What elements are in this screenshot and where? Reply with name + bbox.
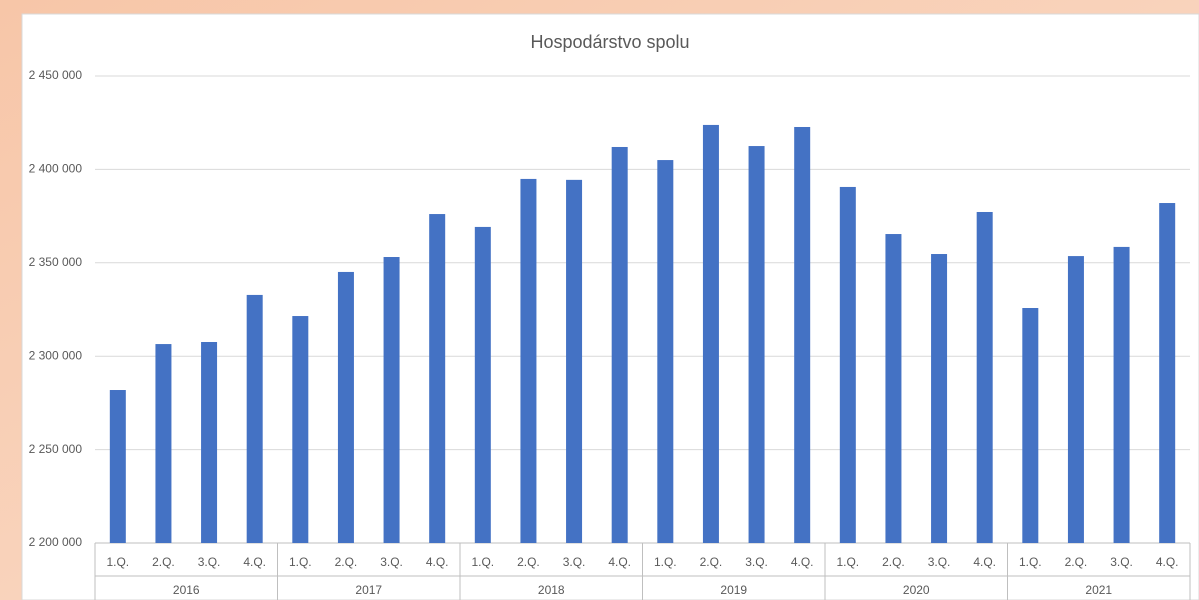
bar bbox=[612, 147, 628, 543]
x-tick-label: 3.Q. bbox=[928, 555, 951, 569]
group-label: 2020 bbox=[903, 583, 930, 597]
bar bbox=[1022, 308, 1038, 543]
bar bbox=[475, 227, 491, 543]
bar bbox=[429, 214, 445, 543]
group-label: 2018 bbox=[538, 583, 565, 597]
group-label: 2017 bbox=[355, 583, 382, 597]
x-tick-label: 4.Q. bbox=[608, 555, 631, 569]
bar bbox=[885, 234, 901, 543]
bar bbox=[566, 180, 582, 543]
bar bbox=[155, 344, 171, 543]
x-tick-label: 2.Q. bbox=[882, 555, 905, 569]
bar bbox=[201, 342, 217, 543]
bar bbox=[1114, 247, 1130, 543]
x-tick-label: 2.Q. bbox=[1065, 555, 1088, 569]
y-tick-label: 2 400 000 bbox=[29, 162, 83, 176]
bar bbox=[292, 316, 308, 543]
x-tick-label: 3.Q. bbox=[563, 555, 586, 569]
bar bbox=[657, 160, 673, 543]
x-tick-label: 4.Q. bbox=[1156, 555, 1179, 569]
x-tick-label: 1.Q. bbox=[1019, 555, 1042, 569]
group-label: 2016 bbox=[173, 583, 200, 597]
bar bbox=[247, 295, 263, 543]
y-tick-label: 2 200 000 bbox=[29, 535, 83, 549]
bar bbox=[931, 254, 947, 543]
group-label: 2019 bbox=[720, 583, 747, 597]
bar bbox=[794, 127, 810, 543]
x-tick-label: 2.Q. bbox=[335, 555, 358, 569]
x-tick-label: 2.Q. bbox=[700, 555, 723, 569]
chart-title: Hospodárstvo spolu bbox=[530, 32, 689, 52]
x-tick-label: 1.Q. bbox=[836, 555, 859, 569]
x-tick-label: 3.Q. bbox=[1110, 555, 1133, 569]
bar bbox=[338, 272, 354, 543]
group-label: 2021 bbox=[1085, 583, 1112, 597]
x-tick-label: 1.Q. bbox=[289, 555, 312, 569]
x-tick-label: 1.Q. bbox=[106, 555, 129, 569]
chart: Hospodárstvo spolu 2 200 000 2 250 000 2 3… bbox=[0, 0, 1199, 600]
x-tick-label: 2.Q. bbox=[517, 555, 540, 569]
x-tick-label: 3.Q. bbox=[198, 555, 221, 569]
bar bbox=[110, 390, 126, 543]
x-tick-label: 1.Q. bbox=[471, 555, 494, 569]
x-tick-label: 4.Q. bbox=[426, 555, 449, 569]
bar bbox=[749, 146, 765, 543]
y-tick-label: 2 350 000 bbox=[29, 255, 83, 269]
x-tick-label: 4.Q. bbox=[243, 555, 266, 569]
bar bbox=[1159, 203, 1175, 543]
bar bbox=[977, 212, 993, 543]
bar bbox=[384, 257, 400, 543]
y-tick-label: 2 300 000 bbox=[29, 348, 83, 362]
x-tick-label: 4.Q. bbox=[973, 555, 996, 569]
y-tick-label: 2 250 000 bbox=[29, 442, 83, 456]
x-tick-label: 2.Q. bbox=[152, 555, 175, 569]
x-tick-label: 3.Q. bbox=[380, 555, 403, 569]
bar bbox=[840, 187, 856, 543]
bar bbox=[1068, 256, 1084, 543]
x-tick-label: 4.Q. bbox=[791, 555, 814, 569]
bar bbox=[520, 179, 536, 543]
x-tick-label: 1.Q. bbox=[654, 555, 677, 569]
y-tick-label: 2 450 000 bbox=[29, 68, 83, 82]
bar bbox=[703, 125, 719, 543]
x-tick-label: 3.Q. bbox=[745, 555, 768, 569]
